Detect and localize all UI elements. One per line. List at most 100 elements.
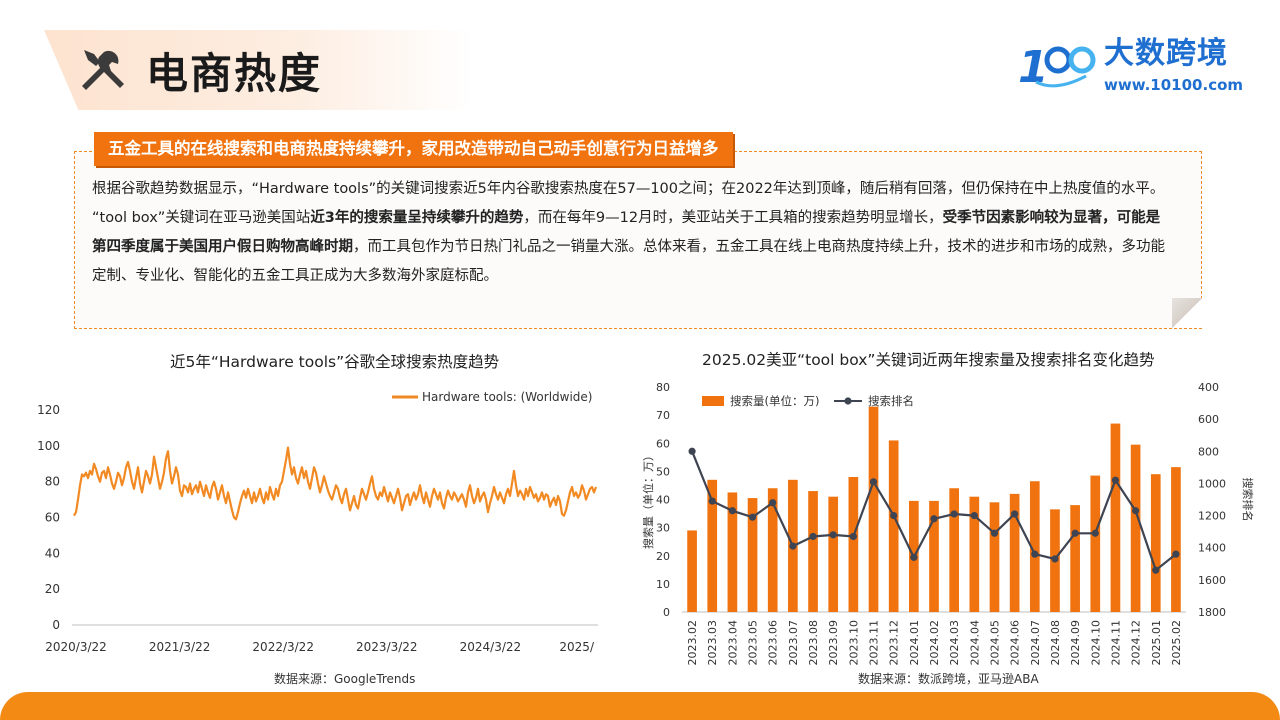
search-volume-bar [727, 492, 738, 612]
search-rank-point [990, 529, 999, 537]
search-rank-point [849, 532, 857, 541]
tools-icon [82, 50, 124, 90]
legend-line-marker [844, 397, 852, 405]
tool-box-combo-chart: 0 10 20 30 40 50 60 70 80 400 600 800 1000 1200 1400 16… [641, 381, 1255, 666]
search-rank-point [1172, 550, 1180, 558]
x-category-label: 2024.08 [1049, 620, 1062, 666]
x-category-label: 2023.02 [686, 620, 699, 666]
search-rank-point [688, 447, 696, 455]
x-category-label: 2024.11 [1109, 620, 1122, 666]
search-rank-point [728, 507, 736, 515]
paragraph-2-part-a: “tool box”关键词在亚马逊美国站 [92, 210, 311, 226]
legend-label: Hardware tools: (Worldwide) [422, 390, 592, 404]
search-rank-point [950, 510, 958, 518]
search-rank-point [708, 497, 716, 505]
paragraph-1: 根据谷歌趋势数据显示，“Hardware tools”的关键词搜索近5年内谷歌搜… [92, 181, 1165, 197]
y2-tick-label: 600 [1198, 413, 1219, 426]
y-tick-label: 30 [656, 522, 670, 535]
y-tick-label: 80 [45, 475, 60, 489]
search-volume-bar [828, 496, 839, 612]
logo-url: www.10100.com [1104, 76, 1244, 94]
x-category-label: 2024.09 [1069, 620, 1082, 666]
y-tick-label: 20 [45, 582, 60, 596]
x-category-label: 2023.08 [807, 620, 820, 666]
search-volume-bar [808, 491, 818, 612]
search-volume-bar [888, 440, 899, 612]
search-rank-point [890, 511, 898, 520]
paragraph-2-part-e: ，而工具包作为节日热门礼品之一销量大涨。总体来看，五金工具在线上电商热度持续上升… [92, 239, 1165, 284]
footer-band [0, 692, 1280, 720]
y-tick-label: 100 [37, 439, 60, 453]
y-tick-label: 70 [656, 409, 670, 422]
x-category-label: 2023.05 [747, 620, 760, 666]
x-category-label: 2024.05 [988, 620, 1001, 666]
y-tick-label: 80 [656, 381, 670, 394]
left-chart-title: 近5年“Hardware tools”谷歌全球搜索热度趋势 [170, 353, 500, 371]
y-tick-label: 20 [656, 550, 670, 563]
search-volume-bar [1029, 481, 1040, 612]
summary-banner: 五金工具的在线搜索和电商热度持续攀升，家用改造带动自己动手创意行为日益增多 [94, 132, 733, 166]
x-category-label: 2024.10 [1089, 620, 1102, 666]
search-rank-point [748, 513, 757, 521]
right-chart-title: 2025.02美亚“tool box”关键词近两年搜索量及搜索排名变化趋势 [702, 351, 1155, 369]
x-category-label: 2023.03 [706, 620, 719, 666]
paragraph-2-part-c: ，而在每年9—12月时，美亚站关于工具箱的搜索趋势明显增长， [523, 210, 943, 226]
search-volume-bar [687, 530, 697, 612]
summary-box [74, 151, 1202, 329]
search-rank-point [789, 542, 797, 550]
search-volume-bar [1009, 493, 1020, 612]
search-rank-point [869, 478, 878, 486]
search-volume-bar [969, 496, 980, 612]
y-tick-label: 40 [45, 546, 60, 560]
search-rank-point [1132, 507, 1140, 515]
y2-tick-label: 1000 [1198, 477, 1226, 490]
y-axis-title: 搜索量（单位：万） [641, 450, 655, 549]
y-tick-label: 50 [656, 465, 670, 478]
search-volume-bar [767, 488, 778, 612]
search-rank-point [1031, 550, 1039, 558]
x-category-label: 2023.07 [787, 620, 800, 666]
paragraph-2-bold-a: 近3年的搜索量呈持续攀升的趋势 [310, 210, 524, 226]
logo-icon: 1 [1018, 42, 1096, 92]
summary-text: 根据谷歌趋势数据显示，“Hardware tools”的关键词搜索近5年内谷歌搜… [92, 175, 1174, 291]
search-volume-bar [848, 477, 859, 612]
y2-tick-label: 1800 [1198, 606, 1226, 619]
search-rank-point [829, 531, 837, 539]
y2-tick-label: 800 [1198, 445, 1219, 458]
x-category-label: 2024.07 [1029, 620, 1042, 666]
logo-name: 大数跨境 [1104, 36, 1228, 71]
paragraph-2: “tool box”关键词在亚马逊美国站近3年的搜索量呈持续攀升的趋势，而在每年… [92, 204, 1174, 291]
x-category-label: 2025.02 [1170, 620, 1183, 666]
right-chart-source: 数据来源：数派跨境，亚马逊ABA [858, 672, 1039, 686]
y2-tick-label: 1600 [1198, 574, 1226, 587]
y-tick-label: 120 [37, 403, 60, 417]
search-volume-bar [1110, 423, 1121, 612]
search-volume-bar [868, 406, 879, 612]
page-title: 电商热度 [146, 49, 323, 98]
search-volume-bar [1150, 474, 1161, 612]
search-rank-point [1011, 510, 1019, 518]
paragraph-2-bold-b: 受季节因素影响较为显著，可能是第四季度属于美国用户假日购物高峰时期 [92, 210, 1161, 255]
search-volume-bar [1090, 475, 1101, 612]
page-fold-corner [1172, 298, 1202, 328]
search-volume-bar [1171, 467, 1181, 612]
search-rank-point [809, 532, 817, 541]
x-tick-label: 2023/3/22 [356, 640, 418, 654]
x-category-label: 2025.01 [1150, 620, 1163, 666]
y2-tick-label: 400 [1198, 381, 1219, 394]
y-tick-label: 40 [656, 494, 670, 507]
x-category-label: 2023.04 [726, 620, 739, 666]
legend-bar-label: 搜索量(单位：万) [730, 394, 819, 408]
x-category-label: 2024.01 [908, 620, 921, 666]
x-category-label: 2024.03 [948, 620, 961, 666]
y-tick-label: 60 [45, 511, 60, 525]
y2-tick-label: 1400 [1198, 542, 1226, 555]
search-volume-bar [747, 498, 758, 612]
search-rank-point [930, 515, 938, 523]
search-volume-bar [989, 502, 1000, 612]
x-category-label: 2023.06 [767, 620, 780, 666]
y2-tick-label: 1200 [1198, 510, 1226, 523]
search-rank-point [1071, 529, 1079, 537]
search-rank-point [970, 511, 978, 520]
y-tick-label: 60 [656, 437, 670, 450]
